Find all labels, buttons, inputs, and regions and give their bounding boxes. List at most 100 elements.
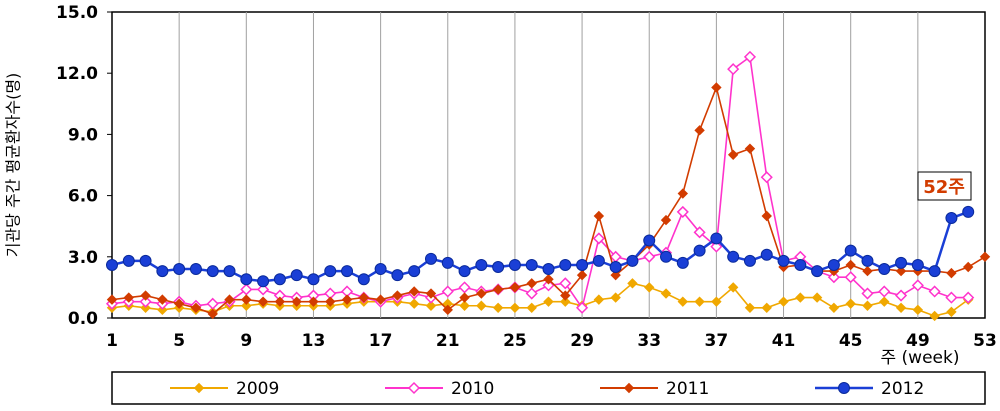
data-point [274, 296, 286, 307]
data-point [845, 259, 856, 271]
data-point [711, 82, 722, 93]
series-line [111, 282, 969, 317]
data-point [341, 265, 354, 278]
data-point [324, 265, 337, 278]
legend-label: 2009 [236, 379, 279, 399]
data-point [408, 286, 420, 297]
x-tick-label: 37 [705, 331, 729, 351]
legend-label: 2010 [451, 379, 494, 399]
y-axis-label: 기관당 주간 평균환자수(명) [4, 73, 23, 258]
data-point [946, 267, 957, 279]
data-point [743, 50, 757, 63]
data-point [861, 287, 874, 300]
x-tick-label: 41 [772, 331, 796, 351]
data-point [508, 258, 521, 271]
data-point [844, 244, 857, 257]
data-point [542, 279, 555, 292]
data-point [425, 288, 437, 299]
data-point [610, 269, 621, 281]
data-point [273, 273, 286, 286]
data-point [744, 143, 756, 154]
data-point [241, 294, 252, 305]
data-point [325, 296, 336, 307]
data-point [560, 290, 571, 301]
data-point [862, 300, 873, 311]
data-point [459, 292, 470, 303]
data-point [123, 292, 134, 303]
data-point [559, 258, 572, 271]
data-point [878, 285, 891, 298]
y-tick-label: 6.0 [68, 187, 98, 207]
data-point [526, 278, 537, 289]
data-point [838, 382, 850, 394]
data-point [677, 188, 689, 199]
data-point [408, 298, 420, 309]
data-point [157, 294, 168, 305]
data-point [307, 273, 320, 286]
legend-item-2012: 2012 [815, 379, 924, 399]
data-point [560, 296, 571, 307]
data-point [676, 256, 689, 269]
data-point [543, 274, 554, 285]
data-point [374, 263, 387, 276]
data-point [475, 258, 488, 271]
series-line [111, 210, 969, 283]
data-point [576, 269, 588, 281]
data-point [206, 265, 219, 278]
data-point [341, 294, 353, 305]
data-point [694, 296, 705, 307]
data-point [929, 310, 940, 322]
data-point [407, 381, 421, 395]
data-point [795, 292, 806, 303]
data-point [946, 306, 957, 318]
data-point [240, 273, 253, 286]
data-point [492, 284, 504, 295]
data-point [291, 296, 302, 307]
data-point [660, 250, 673, 263]
data-point [928, 265, 941, 278]
data-point [441, 285, 454, 298]
data-point [609, 261, 622, 273]
x-tick-label: 33 [637, 331, 661, 351]
data-point [945, 212, 958, 225]
data-point [743, 254, 756, 267]
data-point [290, 269, 303, 282]
data-point [827, 258, 840, 271]
legend-label: 2012 [881, 379, 924, 399]
data-point [173, 263, 186, 276]
data-point [257, 283, 270, 296]
data-point [610, 292, 621, 303]
data-point [592, 254, 605, 267]
data-point [778, 296, 789, 307]
data-point [660, 214, 672, 226]
y-tick-label: 12.0 [56, 64, 98, 84]
x-tick-label: 13 [302, 331, 326, 351]
data-point [676, 205, 689, 218]
data-point [140, 290, 151, 301]
data-point [358, 292, 370, 303]
y-tick-labels: 0.0 3.0 6.0 9.0 12.0 15.0 [56, 3, 112, 329]
data-point [644, 282, 655, 293]
data-point [106, 294, 118, 305]
data-point [963, 261, 974, 273]
series-line [111, 55, 969, 310]
x-tick-label: 45 [839, 331, 863, 351]
series-layer [105, 50, 991, 322]
annotation-label: 52주 [923, 177, 965, 198]
data-point [727, 282, 739, 293]
data-point [693, 244, 706, 257]
data-point [543, 296, 554, 307]
data-point [375, 294, 386, 305]
data-point [476, 288, 487, 299]
data-point [257, 296, 269, 307]
data-point [425, 300, 437, 311]
legend-label: 2011 [666, 379, 709, 399]
data-point [207, 308, 218, 320]
data-point [441, 256, 454, 269]
x-tick-label: 21 [436, 331, 460, 351]
data-point [592, 232, 605, 245]
legend: 2009 2010 2011 2012 [111, 371, 986, 405]
data-point [139, 295, 152, 308]
legend-item-2009: 2009 [170, 379, 279, 399]
y-tick-label: 9.0 [68, 125, 98, 145]
